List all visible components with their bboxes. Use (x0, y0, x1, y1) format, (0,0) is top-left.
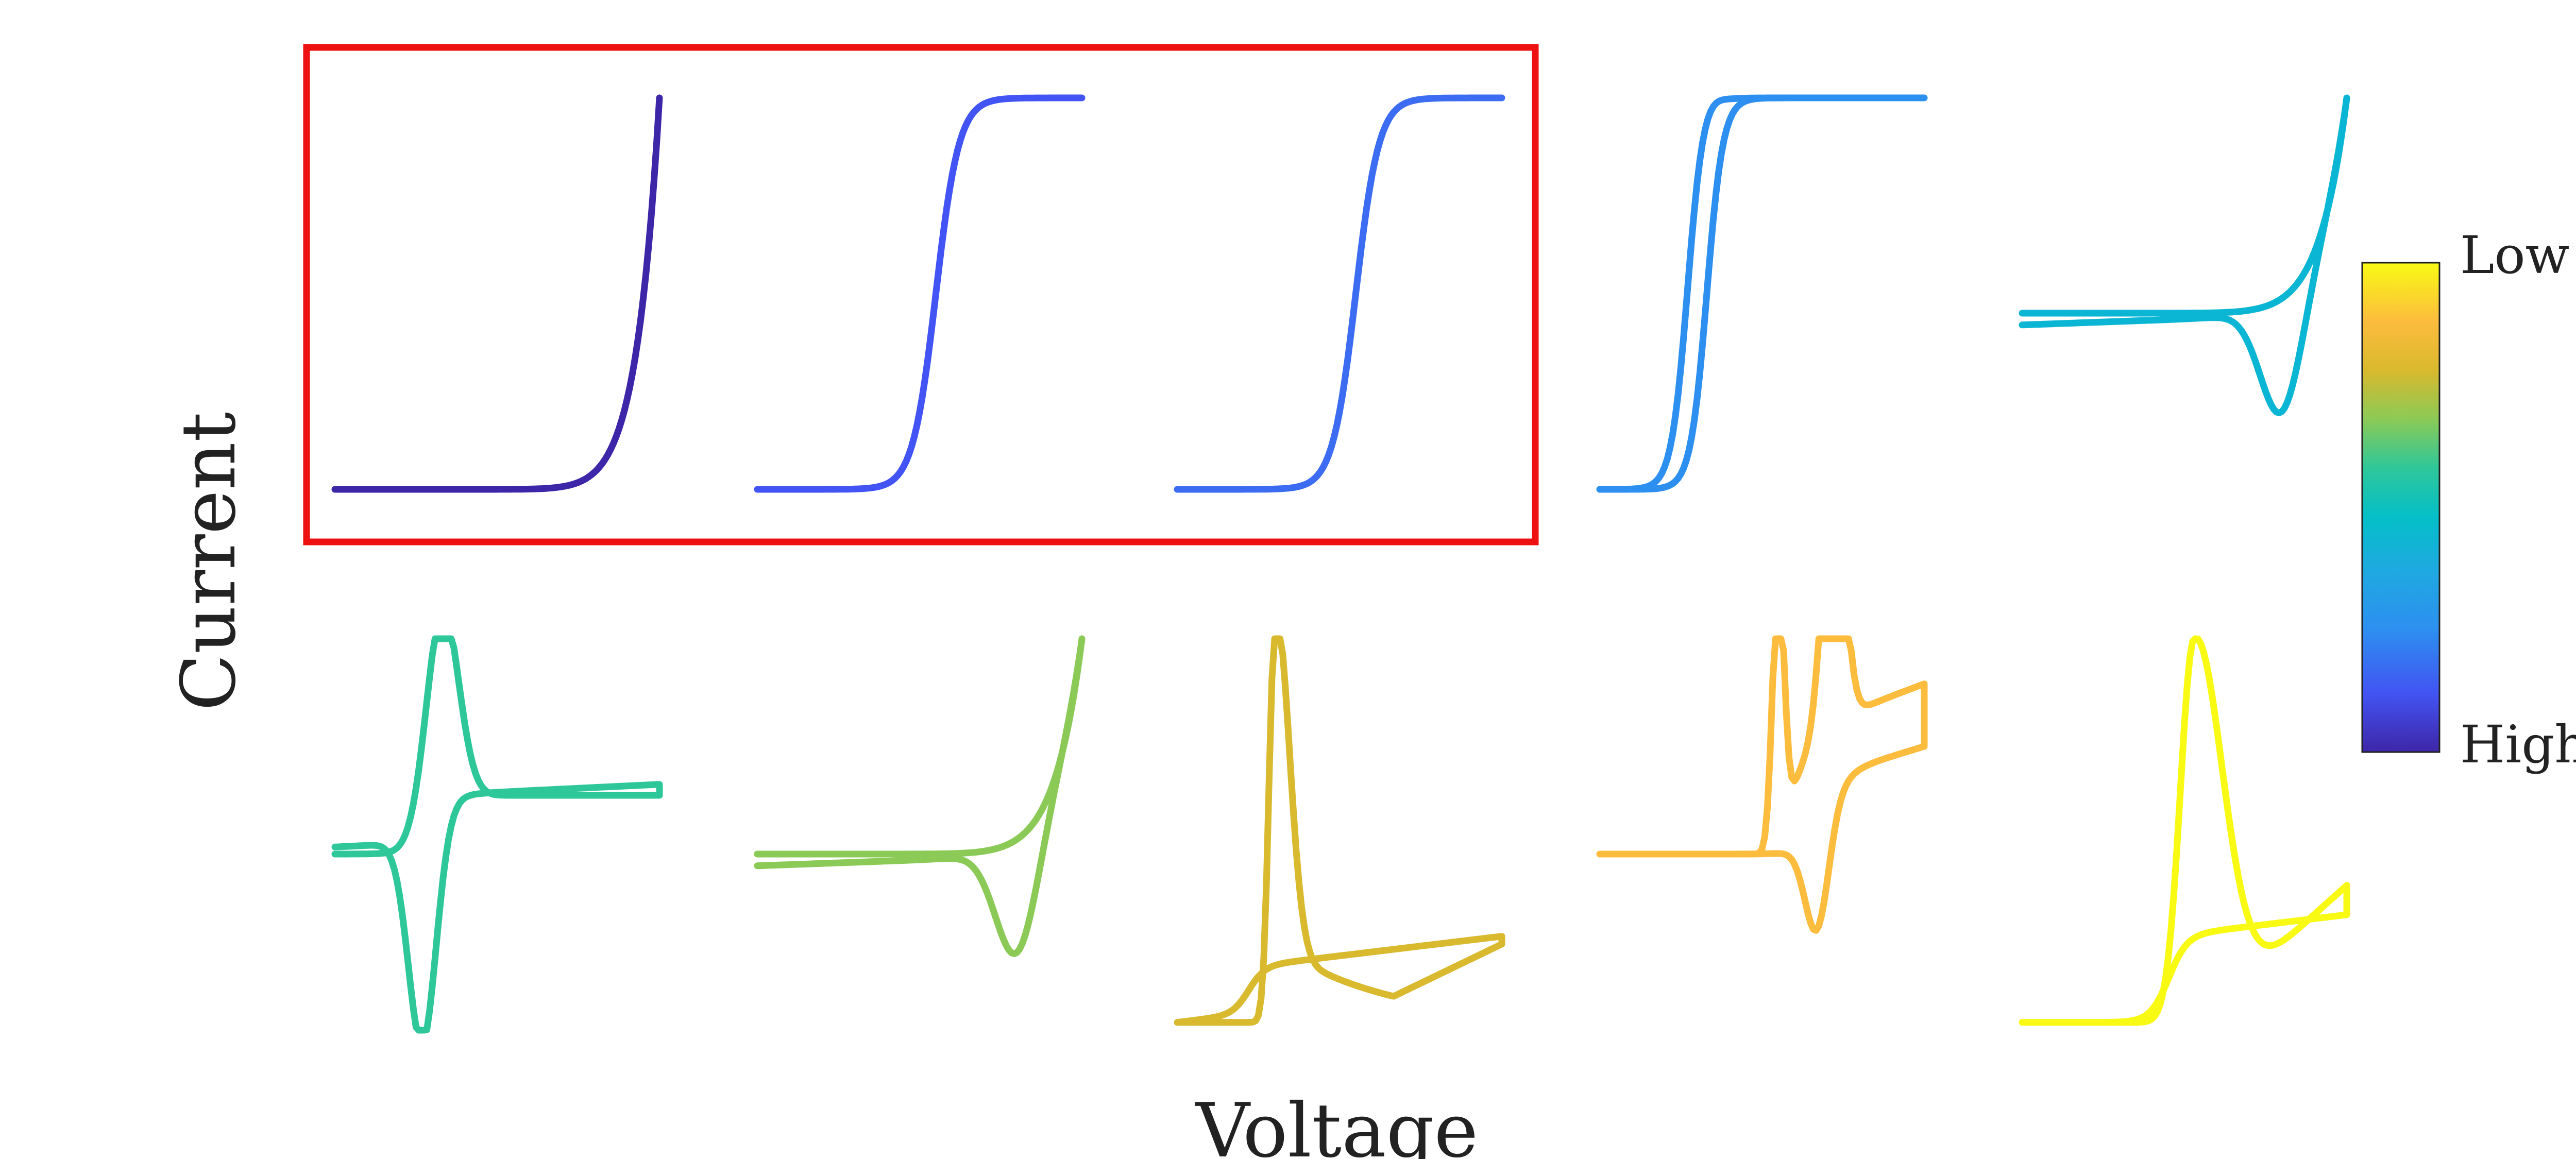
curve-panel-2 (754, 94, 1086, 493)
curve-panel-1 (331, 94, 663, 493)
curves (331, 94, 2350, 1034)
curve-panel-4 (1596, 94, 1928, 493)
curve-panel-6 (331, 635, 663, 1034)
curve-panel-9 (1596, 635, 1928, 934)
colorbar (2361, 262, 2441, 753)
curve-panel-3 (1174, 94, 1505, 493)
x-axis-label: Voltage (1195, 1087, 1478, 1159)
highlight-box (303, 44, 1539, 546)
y-axis-label: Current (165, 412, 252, 711)
colorbar-top-label: Low (2460, 225, 2569, 285)
curve-panel-7 (754, 635, 1086, 958)
curve-panel-5 (2019, 94, 2350, 417)
curve-panel-10 (2019, 635, 2350, 1026)
curve-panel-8 (1174, 635, 1505, 1026)
colorbar-bottom-label: High (2460, 714, 2576, 775)
